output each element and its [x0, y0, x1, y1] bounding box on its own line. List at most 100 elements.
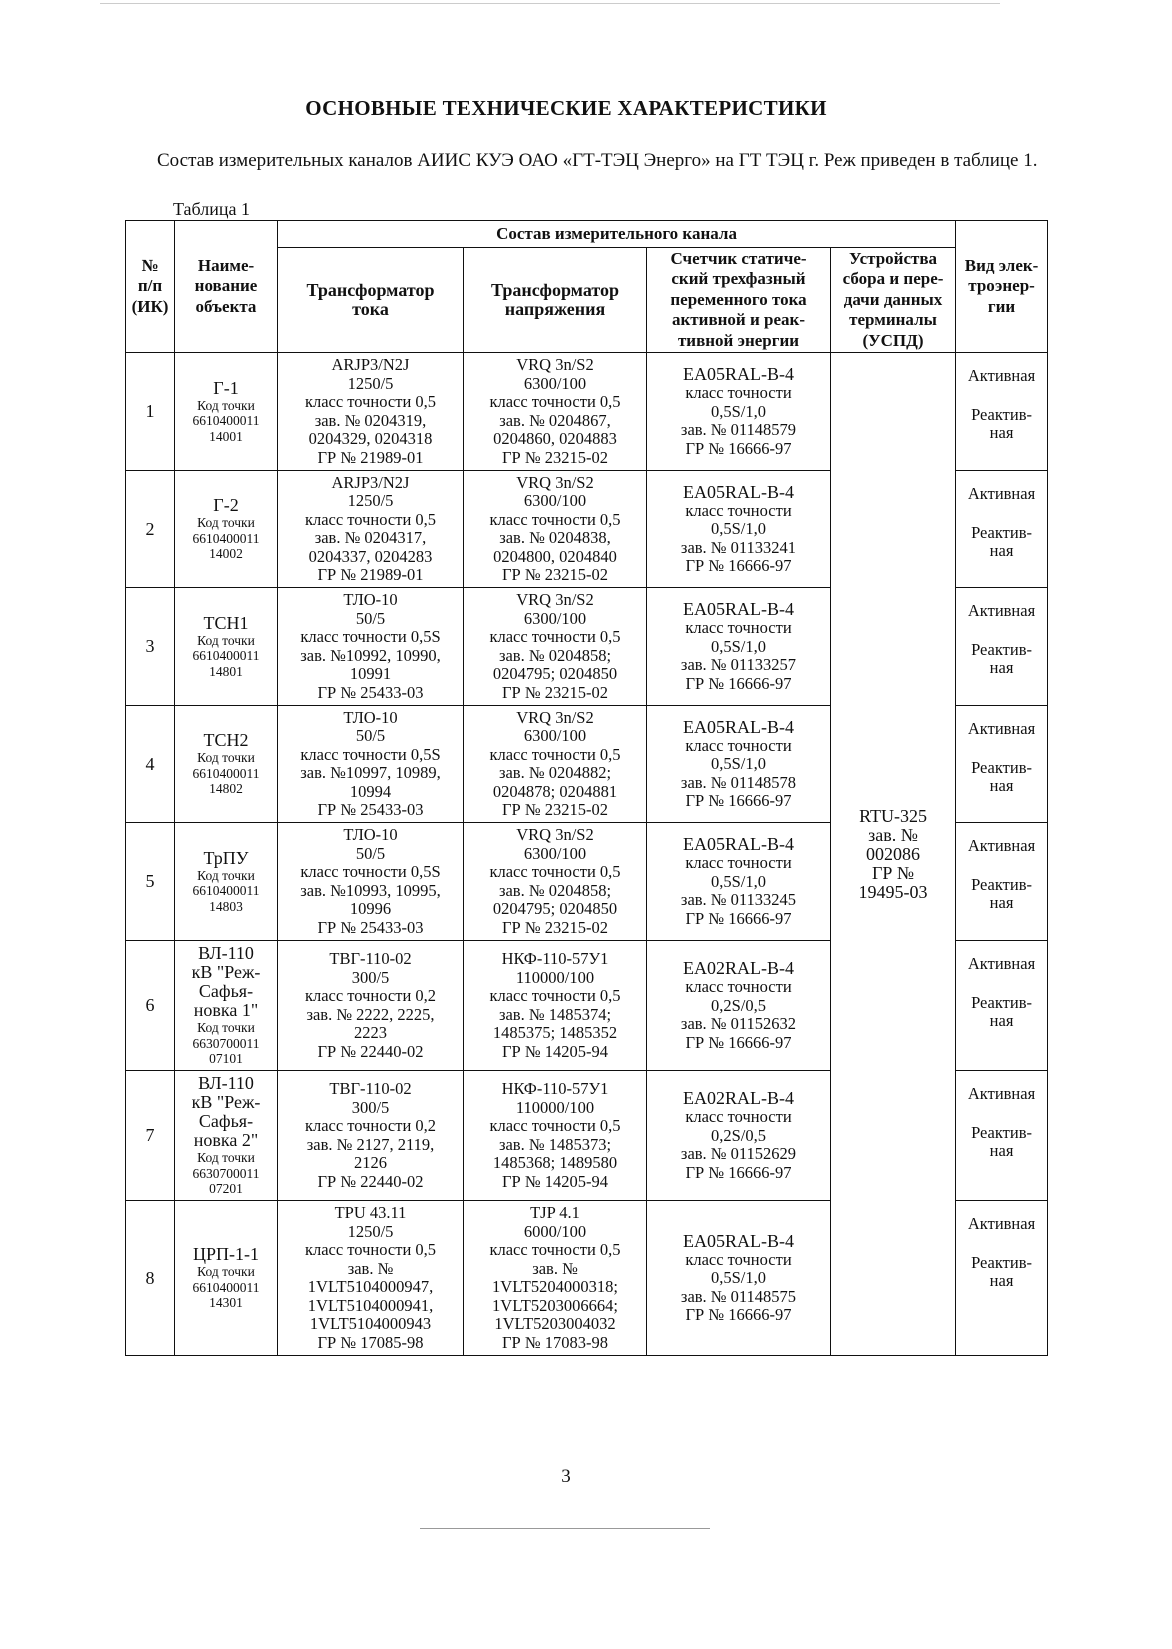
scan-artifact-bottom: [420, 1528, 710, 1529]
header-num: № п/п (ИК): [125, 220, 175, 353]
current-transformer: ТЛО-10 50/5 класс точности 0,5S зав. №10…: [277, 587, 464, 706]
object-cell: ТрПУ Код точки 6610400011 14803: [174, 822, 278, 941]
energy-active: Активная: [967, 1214, 1036, 1233]
table-row: 5 ТрПУ Код точки 6610400011 14803 ТЛО-10 50…: [125, 822, 1049, 941]
energy-reactive: Реактив- ная: [971, 757, 1033, 795]
energy-kind: Активная Реактив- ная: [955, 1200, 1049, 1356]
row-num: 7: [125, 1070, 175, 1201]
meter-model: EA05RAL-B-4: [683, 834, 794, 854]
table-row: 8 ЦРП-1-1 Код точки 6610400011 14301 TPU 43…: [125, 1200, 1049, 1356]
meter-cell: EA05RAL-B-4 класс точности 0,5S/1,0 зав. …: [646, 470, 831, 588]
meter-details: класс точности 0,2S/0,5 зав. № 01152629 …: [680, 1107, 797, 1182]
meter-cell: EA05RAL-B-4 класс точности 0,5S/1,0 зав. …: [646, 352, 831, 471]
energy-active: Активная: [967, 954, 1036, 973]
meter-cell: EA02RAL-B-4 класс точности 0,2S/0,5 зав. …: [646, 940, 831, 1071]
point-code: Код точки 6630700011 07101: [192, 1020, 260, 1067]
row-num: 3: [125, 587, 175, 706]
point-code: Код точки 6610400011 14803: [192, 867, 260, 914]
row-num: 2: [125, 470, 175, 588]
table-row: 4 ТСН2 Код точки 6610400011 14802 ТЛО-10 50…: [125, 705, 1049, 823]
current-transformer: ARJP3/N2J 1250/5 класс точности 0,5 зав.…: [277, 352, 464, 471]
energy-kind: Активная Реактив- ная: [955, 470, 1049, 588]
header-uspd: Устройства сбора и пере- дачи данных тер…: [829, 247, 957, 353]
point-code: Код точки 6610400011 14301: [192, 1264, 260, 1311]
header-meter: Счетчик статиче- ский трехфазный перемен…: [646, 247, 831, 353]
object-name: ТСН1: [203, 612, 249, 633]
page-title: ОСНОВНЫЕ ТЕХНИЧЕСКИЕ ХАРАКТЕРИСТИКИ: [305, 96, 827, 120]
meter-model: EA05RAL-B-4: [683, 716, 794, 737]
meter-details: класс точности 0,5S/1,0 зав. № 01148575 …: [680, 1249, 797, 1324]
row-num: 5: [125, 822, 175, 941]
meter-cell: EA05RAL-B-4 класс точности 0,5S/1,0 зав. …: [646, 587, 831, 706]
energy-kind: Активная Реактив- ная: [955, 352, 1049, 471]
header-ct: Трансформатор тока: [277, 247, 464, 353]
object-cell: ЦРП-1-1 Код точки 6610400011 14301: [174, 1200, 278, 1356]
table-caption: Таблица 1: [173, 199, 250, 219]
object-name: ВЛ-110 кВ "Реж- Сафья- новка 1": [191, 943, 261, 1021]
voltage-transformer: VRQ 3n/S2 6300/100 класс точности 0,5 за…: [463, 822, 647, 941]
energy-active: Активная: [967, 836, 1036, 855]
energy-active: Активная: [967, 719, 1036, 738]
voltage-transformer: VRQ 3n/S2 6300/100 класс точности 0,5 за…: [463, 352, 647, 471]
voltage-transformer: VRQ 3n/S2 6300/100 класс точности 0,5 за…: [463, 705, 647, 823]
meter-model: EA02RAL-B-4: [683, 958, 794, 978]
meter-details: класс точности 0,5S/1,0 зав. № 01133241 …: [680, 500, 797, 575]
energy-reactive: Реактив- ная: [971, 992, 1033, 1030]
uspd-cell: RTU-325 зав. № 002086 ГР № 19495-03: [829, 352, 957, 1356]
energy-reactive: Реактив- ная: [971, 404, 1033, 442]
scan-artifact-top: [100, 3, 1000, 4]
object-name: Г-1: [213, 377, 239, 398]
point-code: Код точки 6610400011 14801: [192, 632, 260, 679]
object-cell: Г-1 Код точки 6610400011 14001: [174, 352, 278, 471]
object-cell: ВЛ-110 кВ "Реж- Сафья- новка 2" Код точки…: [174, 1070, 278, 1201]
meter-model: EA05RAL-B-4: [683, 364, 794, 384]
current-transformer: ARJP3/N2J 1250/5 класс точности 0,5 зав.…: [277, 470, 464, 588]
current-transformer: ТЛО-10 50/5 класс точности 0,5S зав. №10…: [277, 822, 464, 941]
point-code: Код точки 6630700011 07201: [192, 1150, 260, 1197]
object-name: ЦРП-1-1: [193, 1244, 259, 1265]
energy-reactive: Реактив- ная: [971, 522, 1033, 560]
meter-cell: EA02RAL-B-4 класс точности 0,2S/0,5 зав. …: [646, 1070, 831, 1201]
row-num: 8: [125, 1200, 175, 1356]
table-row: 7 ВЛ-110 кВ "Реж- Сафья- новка 2" Код точк…: [125, 1070, 1049, 1201]
row-num: 4: [125, 705, 175, 823]
meter-details: класс точности 0,5S/1,0 зав. № 01148578 …: [680, 735, 797, 810]
meter-model: EA05RAL-B-4: [683, 599, 794, 619]
object-name: Г-2: [213, 495, 239, 516]
meter-model: EA05RAL-B-4: [683, 1230, 794, 1251]
header-name: Наиме- нование объекта: [174, 220, 278, 353]
energy-reactive: Реактив- ная: [971, 1122, 1033, 1160]
current-transformer: ТВГ-110-02 300/5 класс точности 0,2 зав.…: [277, 940, 464, 1071]
meter-model: EA05RAL-B-4: [683, 481, 794, 502]
energy-kind: Активная Реактив- ная: [955, 940, 1049, 1071]
meter-details: класс точности 0,2S/0,5 зав. № 01152632 …: [680, 977, 797, 1052]
energy-reactive: Реактив- ная: [971, 639, 1033, 677]
row-num: 6: [125, 940, 175, 1071]
voltage-transformer: НКФ-110-57У1 110000/100 класс точности 0…: [463, 940, 647, 1071]
meter-details: класс точности 0,5S/1,0 зав. № 01148579 …: [680, 383, 797, 458]
meter-details: класс точности 0,5S/1,0 зав. № 01133245 …: [680, 853, 797, 928]
voltage-transformer: НКФ-110-57У1 110000/100 класс точности 0…: [463, 1070, 647, 1201]
object-cell: Г-2 Код точки 6610400011 14002: [174, 470, 278, 588]
row-num: 1: [125, 352, 175, 471]
object-cell: ТСН1 Код точки 6610400011 14801: [174, 587, 278, 706]
voltage-transformer: TJP 4.1 6000/100 класс точности 0,5 зав.…: [463, 1200, 647, 1356]
energy-active: Активная: [967, 366, 1036, 385]
voltage-transformer: VRQ 3n/S2 6300/100 класс точности 0,5 за…: [463, 470, 647, 588]
page-number: 3: [561, 1466, 571, 1487]
meter-model: EA02RAL-B-4: [683, 1088, 794, 1108]
energy-reactive: Реактив- ная: [971, 874, 1033, 912]
object-name: ВЛ-110 кВ "Реж- Сафья- новка 2": [191, 1073, 261, 1151]
intro-paragraph: Состав измерительных каналов АИИС КУЭ ОА…: [157, 150, 1038, 171]
header-group: Состав измерительного канала: [276, 220, 957, 248]
energy-active: Активная: [967, 484, 1036, 503]
table-row: 2 Г-2 Код точки 6610400011 14002 ARJP3/N2J …: [125, 470, 1049, 588]
current-transformer: ТВГ-110-02 300/5 класс точности 0,2 зав.…: [277, 1070, 464, 1201]
point-code: Код точки 6610400011 14001: [192, 397, 260, 444]
current-transformer: ТЛО-10 50/5 класс точности 0,5S зав. №10…: [277, 705, 464, 823]
point-code: Код точки 6610400011 14002: [192, 515, 260, 562]
object-name: ТрПУ: [203, 847, 249, 868]
meter-details: класс точности 0,5S/1,0 зав. № 01133257 …: [680, 618, 797, 693]
table-row: 6 ВЛ-110 кВ "Реж- Сафья- новка 1" Код точк…: [125, 940, 1049, 1071]
current-transformer: TPU 43.11 1250/5 класс точности 0,5 зав.…: [277, 1200, 464, 1356]
